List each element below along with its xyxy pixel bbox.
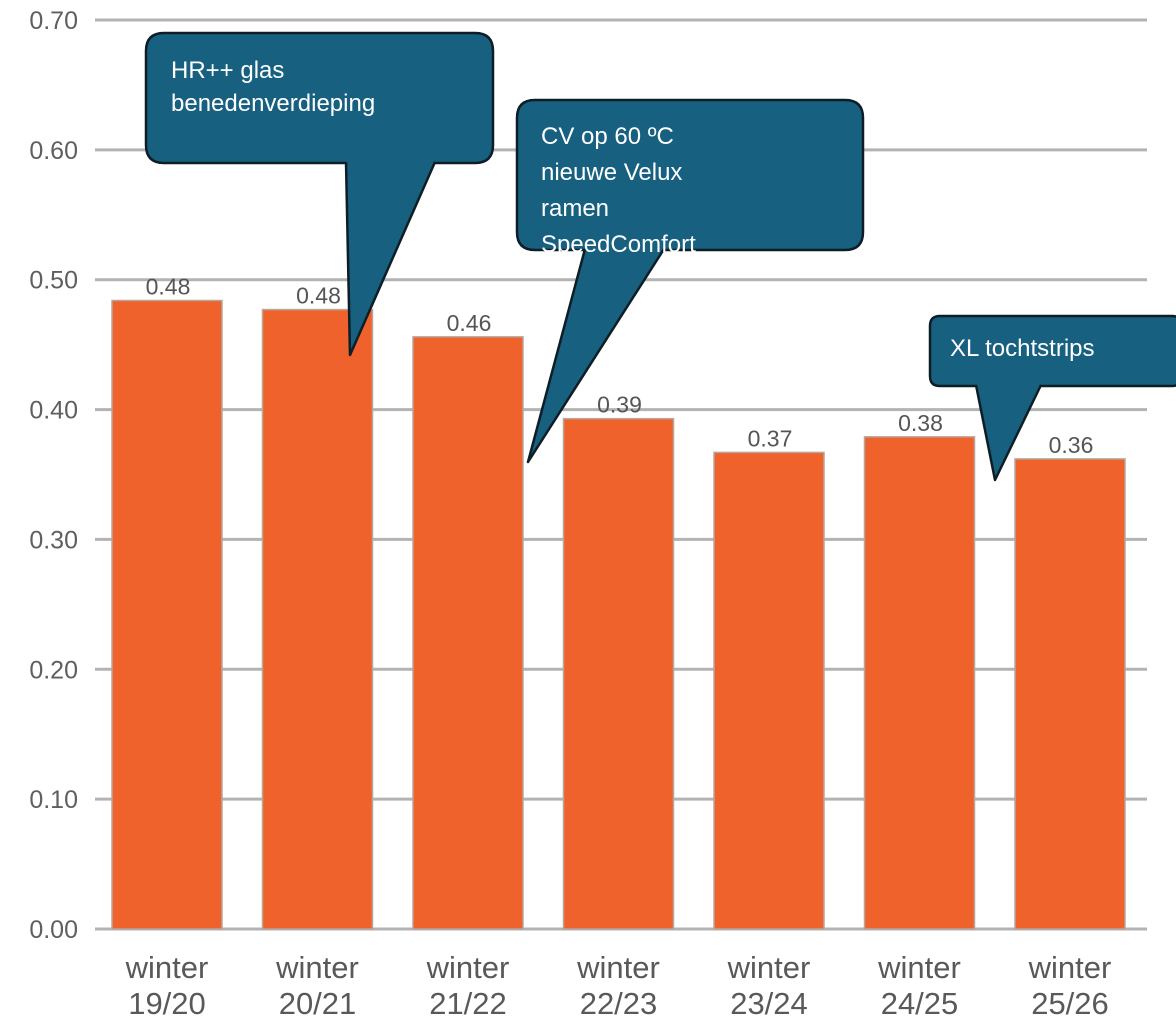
x-tick-label: 20/21 <box>279 986 357 1019</box>
callout-text: HR++ glas <box>171 57 284 84</box>
y-tick-label: 0.40 <box>29 397 78 425</box>
x-tick-label: 21/22 <box>429 986 507 1019</box>
y-axis-tick-labels: 0.00 0.10 0.20 0.30 0.40 0.50 0.60 0.70 <box>29 7 78 944</box>
y-tick-label: 0.20 <box>29 656 78 684</box>
x-tick-label: winter <box>576 950 660 985</box>
callout: CV op 60 ºC nieuwe Velux ramen SpeedComfort <box>515 98 865 464</box>
callout-text: XL tochtstrips <box>950 335 1095 362</box>
x-tick-label: winter <box>1028 950 1112 985</box>
x-tick-label: 23/24 <box>730 986 808 1019</box>
bar <box>863 436 976 930</box>
bar <box>1014 458 1126 930</box>
callout-box <box>144 31 495 165</box>
x-tick-label: winter <box>275 950 359 985</box>
data-label: 0.46 <box>447 310 492 336</box>
y-tick-label: 0.30 <box>29 526 78 554</box>
callout: HR++ glas benedenverdieping <box>144 31 495 357</box>
callout-tail-outline <box>974 384 1043 482</box>
callout-tail-outline <box>344 161 437 357</box>
callout-box <box>928 314 1176 388</box>
callout-text: CV op 60 ºC <box>541 123 674 150</box>
callout-tail <box>346 160 435 355</box>
callout-text: SpeedComfort <box>541 231 696 258</box>
y-tick-label: 0.50 <box>29 267 78 295</box>
bar <box>412 336 524 930</box>
y-tick-label: 0.70 <box>29 7 78 35</box>
data-label: 0.48 <box>146 273 191 299</box>
callout: XL tochtstrips <box>928 314 1176 482</box>
callout-tail <box>976 383 1041 480</box>
callout-box <box>515 98 865 252</box>
data-label: 0.39 <box>597 392 642 418</box>
callout-text: benedenverdieping <box>171 90 375 117</box>
callouts: HR++ glas benedenverdieping CV op 60 ºC nie… <box>144 31 1176 482</box>
x-tick-label: winter <box>125 950 209 985</box>
y-tick-label: 0.60 <box>29 137 78 165</box>
callout-text: ramen <box>541 195 609 222</box>
x-axis-category-labels: winter19/20winter20/21winter21/22winter2… <box>125 950 1112 1019</box>
callout-text: nieuwe Velux <box>541 159 682 186</box>
x-tick-label: winter <box>877 950 961 985</box>
data-labels: 0.48 0.48 0.46 0.39 0.37 0.38 0.36 <box>146 273 1094 457</box>
x-tick-label: winter <box>727 950 811 985</box>
bar <box>562 417 675 930</box>
y-tick-label: 0.00 <box>29 916 78 944</box>
x-tick-label: winter <box>426 950 510 985</box>
data-label: 0.48 <box>296 283 341 309</box>
callout-tail-outline <box>526 248 666 464</box>
data-label: 0.37 <box>748 425 793 451</box>
bar <box>111 299 223 930</box>
bar <box>261 308 374 930</box>
x-tick-label: 25/26 <box>1031 986 1109 1019</box>
y-tick-label: 0.10 <box>29 786 78 814</box>
data-label: 0.36 <box>1049 432 1094 458</box>
x-tick-label: 19/20 <box>128 986 206 1019</box>
bar <box>713 451 825 930</box>
data-label: 0.38 <box>898 410 943 436</box>
bars <box>111 299 1126 930</box>
x-tick-label: 22/23 <box>580 986 658 1019</box>
x-tick-label: 24/25 <box>881 986 959 1019</box>
